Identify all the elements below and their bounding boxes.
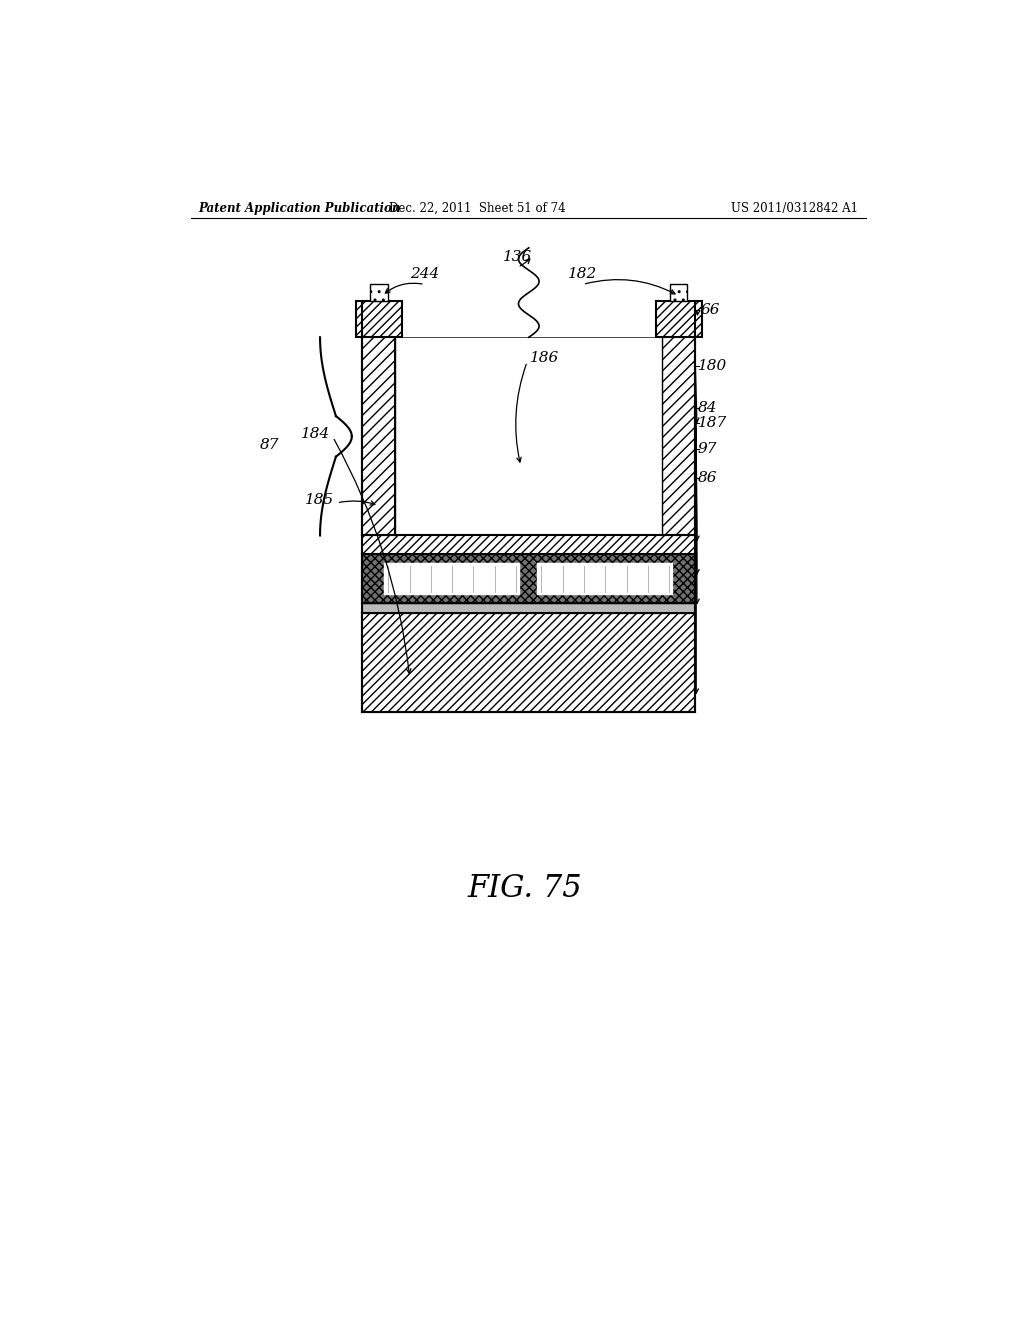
Text: Patent Application Publication: Patent Application Publication [198,202,400,215]
Text: 136: 136 [503,249,532,264]
Bar [355,301,401,338]
Text: 180: 180 [697,359,727,372]
Text: 182: 182 [568,268,597,281]
Text: 185: 185 [305,492,334,507]
Text: 187: 187 [697,416,727,430]
Bar [370,284,387,301]
Bar [362,554,695,602]
Bar [362,338,395,536]
Text: US 2011/0312842 A1: US 2011/0312842 A1 [731,202,858,215]
Text: 97: 97 [697,442,717,457]
Bar [395,338,663,536]
Text: 66: 66 [701,302,721,317]
Bar [655,301,701,338]
Text: 84: 84 [697,401,717,416]
Text: 184: 184 [301,426,331,441]
Text: FIG. 75: FIG. 75 [468,873,582,904]
Text: 86: 86 [697,470,717,484]
Bar [362,612,695,713]
Bar [670,284,687,301]
Bar [663,338,695,536]
Text: 186: 186 [529,351,559,364]
Text: 87: 87 [259,438,279,451]
Text: Dec. 22, 2011  Sheet 51 of 74: Dec. 22, 2011 Sheet 51 of 74 [389,202,565,215]
Bar [384,562,520,595]
Bar [362,602,695,612]
Text: 244: 244 [411,268,439,281]
Bar [538,562,673,595]
Bar [362,536,695,554]
